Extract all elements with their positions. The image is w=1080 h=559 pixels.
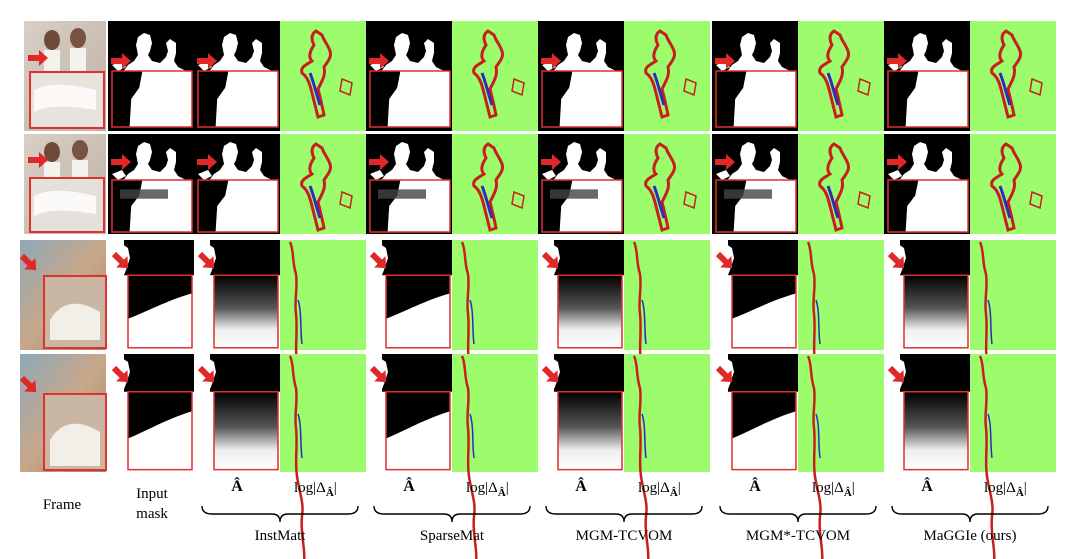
frame-photo-bottom-2: [16, 354, 107, 472]
method-3-alpha-top-2: [538, 134, 624, 234]
input-mask-label-line1: Input: [136, 486, 168, 502]
method-5-name: MaGGIe (ours): [923, 528, 1017, 544]
method-2-alpha-top-1: [366, 21, 452, 131]
method-4-alpha-label: Â: [749, 478, 761, 495]
method-4-alpha-bottom-1: [712, 240, 798, 470]
method-4-brace: [719, 505, 877, 523]
method-3-alpha-bottom-1: [538, 240, 624, 470]
method-4-error-label: log|ΔÂ|: [812, 480, 855, 499]
method-2-alpha-bottom-1: [366, 240, 452, 470]
method-1-error-bottom-1: [280, 240, 366, 452]
method-5-error-bottom-2: [970, 354, 1056, 559]
method-1-alpha-top-1: [194, 21, 280, 131]
method-5-error-top-2: [970, 134, 1056, 234]
method-1-brace: [201, 505, 359, 523]
method-2-alpha-label: Â: [403, 478, 415, 495]
labels: [201, 505, 1049, 523]
method-3-error-bottom-1: [624, 240, 710, 452]
method-5-error-label: log|ΔÂ|: [984, 480, 1027, 499]
method-1-error-label: log|ΔÂ|: [294, 480, 337, 499]
method-3-brace: [545, 505, 703, 523]
method-3-error-top-1: [624, 21, 710, 131]
method-3-alpha-bottom-2: [538, 354, 624, 559]
input-mask-bottom-2: [108, 354, 194, 559]
method-2-error-top-2: [452, 134, 538, 234]
panels-bottom-block: [108, 240, 1056, 559]
method-4-error-bottom-1: [798, 240, 884, 452]
panels-top-block: [108, 21, 1056, 234]
method-1-error-top-2: [280, 134, 366, 234]
method-5-alpha-label: Â: [921, 478, 933, 495]
method-3-error-bottom-2: [624, 354, 710, 559]
method-5-alpha-bottom-2: [884, 354, 970, 559]
method-5-error-top-1: [970, 21, 1056, 131]
method-3-alpha-top-1: [538, 21, 624, 131]
frame-column: [16, 21, 107, 472]
method-4-error-bottom-2: [798, 354, 884, 559]
method-2-error-label: log|ΔÂ|: [466, 480, 509, 499]
method-4-error-top-2: [798, 134, 884, 234]
frame-photo-top-1: [24, 21, 106, 131]
method-1-error-top-1: [280, 21, 366, 131]
method-4-error-top-1: [798, 21, 884, 131]
input-mask-top-2: [108, 134, 194, 234]
input-mask-bottom-1: [108, 240, 194, 470]
frame-photo-top-2: [24, 134, 106, 234]
method-3-alpha-label: Â: [575, 478, 587, 495]
method-3-error-top-2: [624, 134, 710, 234]
frame-photo-bottom-1: [16, 240, 107, 350]
method-1-alpha-bottom-1: [194, 240, 280, 470]
method-4-alpha-bottom-2: [712, 354, 798, 559]
method-3-name: MGM-TCVOM: [575, 528, 673, 544]
method-2-brace: [373, 505, 531, 523]
method-2-error-top-1: [452, 21, 538, 131]
method-1-alpha-bottom-2: [194, 354, 280, 559]
method-5-brace: [891, 505, 1049, 523]
method-1-alpha-top-2: [194, 134, 280, 234]
method-4-name: MGM*-TCVOM: [745, 528, 851, 544]
method-4-alpha-top-2: [712, 134, 798, 234]
method-5-alpha-top-1: [884, 21, 970, 131]
input-mask-label-line2: mask: [136, 506, 168, 522]
method-2-error-bottom-2: [452, 354, 538, 559]
method-5-error-bottom-1: [970, 240, 1056, 452]
method-1-alpha-label: Â: [231, 478, 243, 495]
method-1-name: InstMatt: [254, 528, 306, 544]
method-2-alpha-bottom-2: [366, 354, 452, 559]
method-4-alpha-top-1: [712, 21, 798, 131]
method-2-error-bottom-1: [452, 240, 538, 452]
method-1-error-bottom-2: [280, 354, 366, 559]
method-5-alpha-top-2: [884, 134, 970, 234]
method-2-name: SparseMat: [419, 528, 485, 544]
block-separator: [20, 236, 1066, 239]
method-2-alpha-top-2: [366, 134, 452, 234]
input-mask-top-1: [108, 21, 194, 131]
frame-label: Frame: [42, 497, 82, 513]
method-5-alpha-bottom-1: [884, 240, 970, 470]
method-3-error-label: log|ΔÂ|: [638, 480, 681, 499]
